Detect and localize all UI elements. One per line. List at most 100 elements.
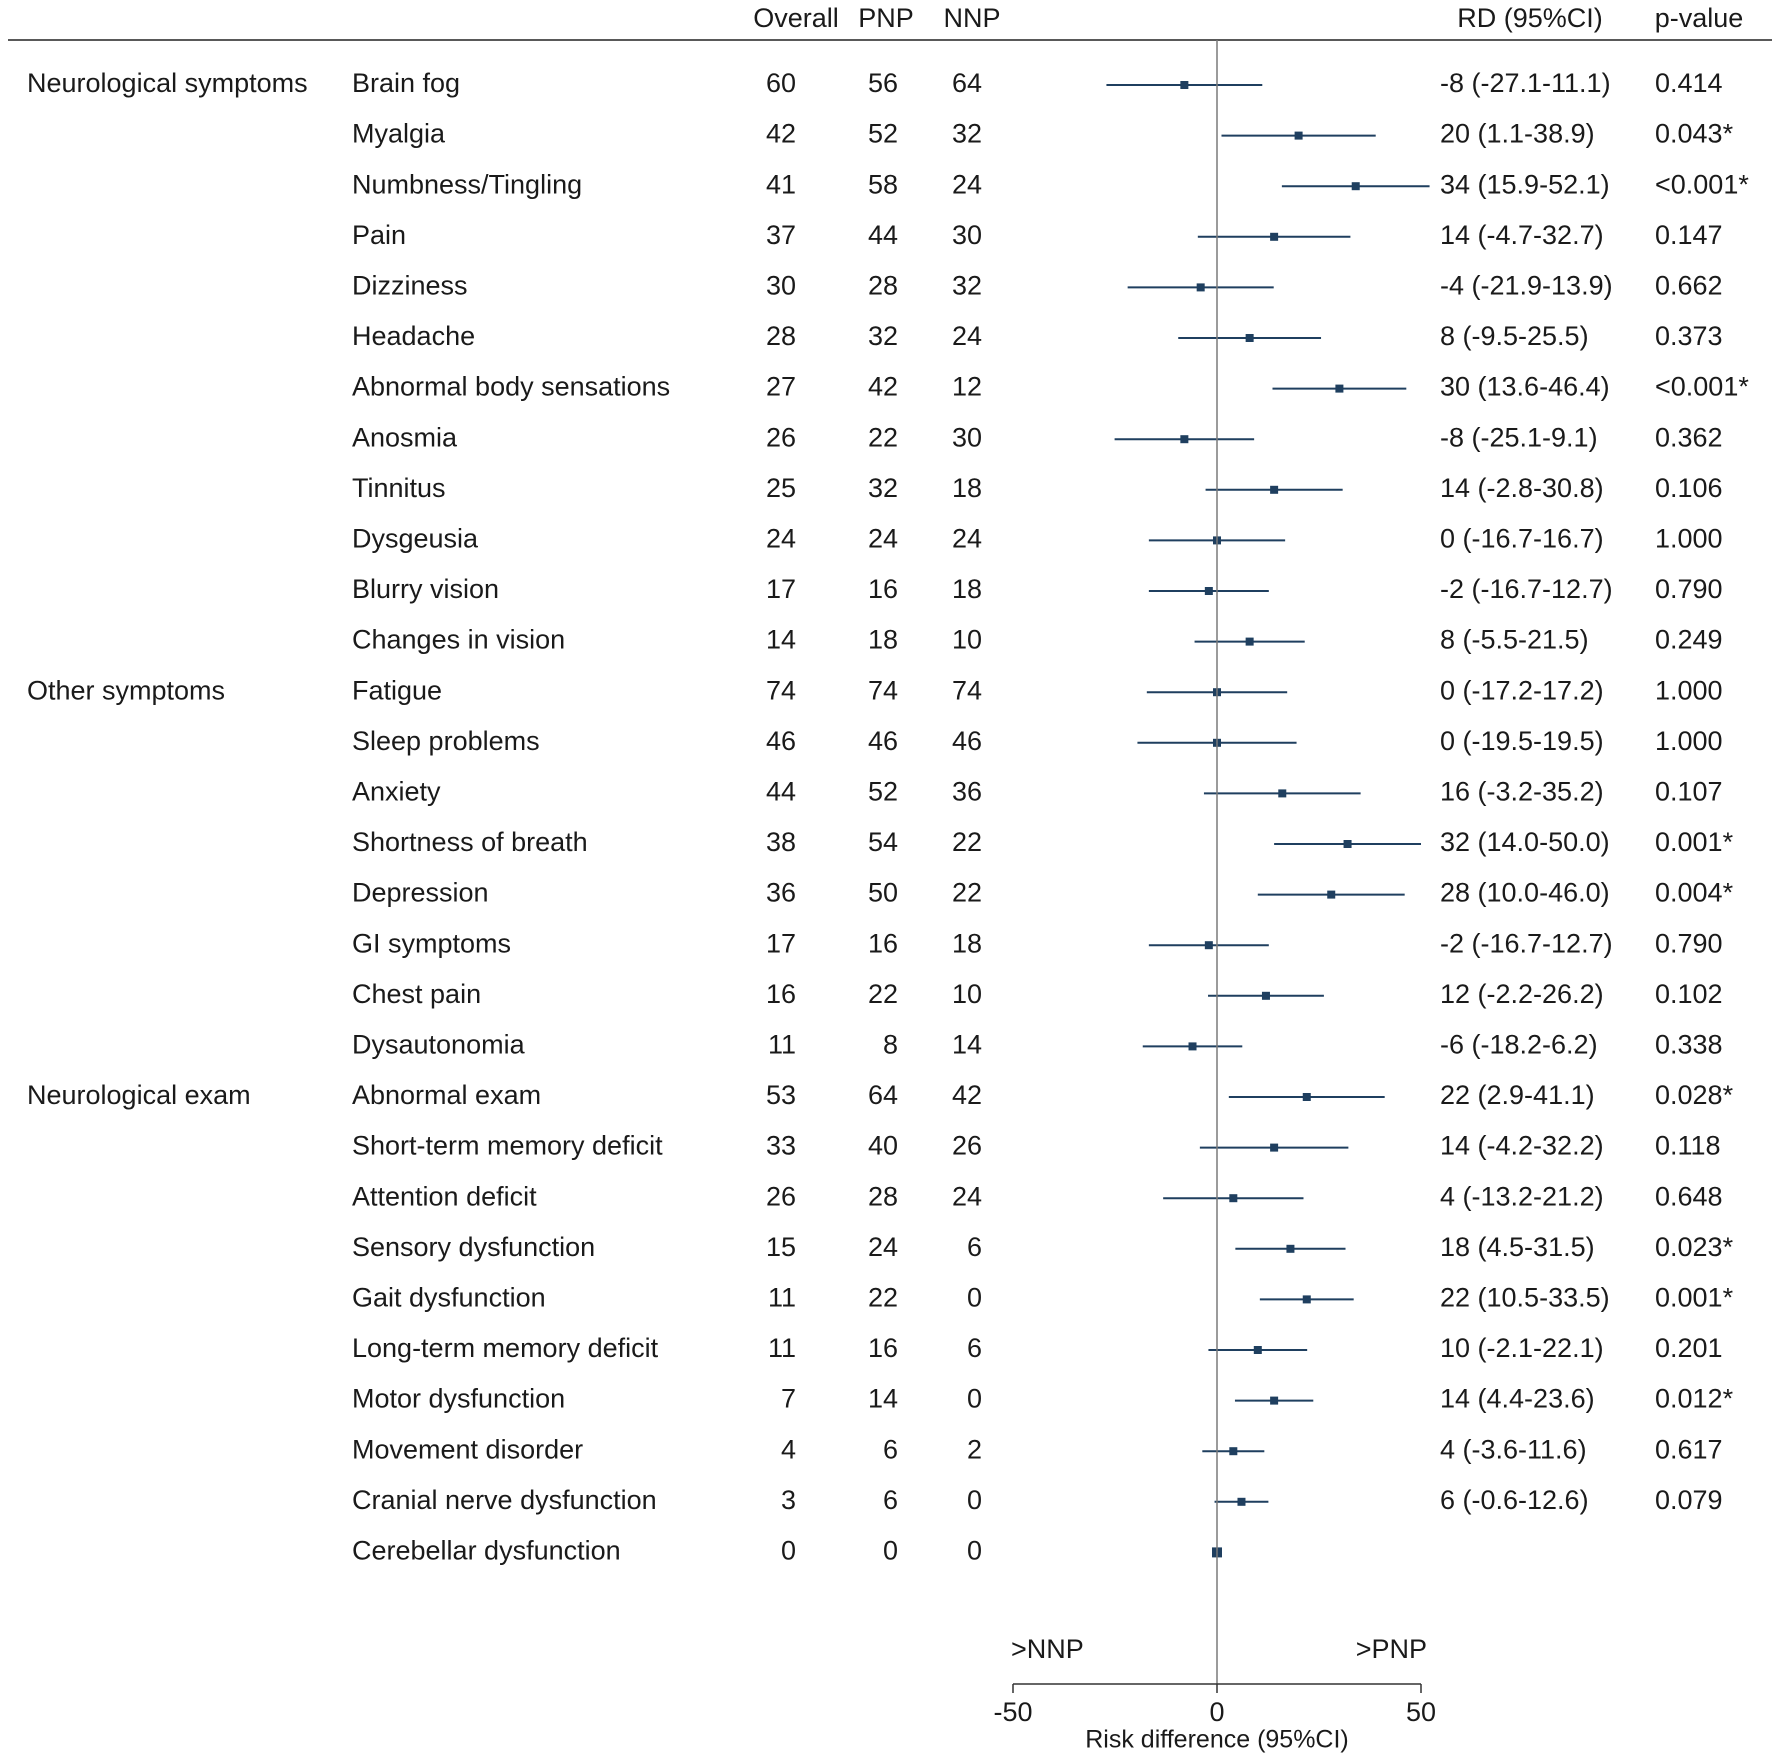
row-pvalue: 0.249 — [1655, 625, 1723, 655]
point-marker — [1294, 131, 1303, 140]
row-rd: 30 (13.6-46.4) — [1440, 372, 1610, 402]
row-name: Sleep problems — [352, 726, 540, 756]
row-pvalue: 0.617 — [1655, 1434, 1723, 1464]
row-name: Headache — [352, 321, 475, 351]
row-pnp: 50 — [868, 878, 898, 908]
row-pnp: 16 — [868, 574, 898, 604]
x-tick-label: 0 — [1209, 1697, 1224, 1727]
row-overall: 42 — [766, 119, 796, 149]
row-pnp: 56 — [868, 68, 898, 98]
row-pnp: 42 — [868, 372, 898, 402]
row-nnp: 24 — [952, 524, 982, 554]
row-pnp: 64 — [868, 1080, 898, 1110]
row-name: Chest pain — [352, 979, 481, 1009]
direction-label-left: >NNP — [1011, 1634, 1084, 1664]
row-nnp: 32 — [952, 271, 982, 301]
row-overall: 14 — [766, 625, 796, 655]
row-name: Brain fog — [352, 68, 460, 98]
row-rd: 0 (-19.5-19.5) — [1440, 726, 1604, 756]
row-nnp: 12 — [952, 372, 982, 402]
point-marker — [1270, 485, 1279, 494]
row-pnp: 52 — [868, 119, 898, 149]
row-pvalue: 0.790 — [1655, 574, 1723, 604]
row-pvalue: 0.001* — [1655, 1283, 1734, 1313]
header-pvalue: p-value — [1655, 3, 1744, 33]
point-marker — [1302, 1295, 1311, 1304]
row-rd: 32 (14.0-50.0) — [1440, 827, 1610, 857]
row-nnp: 18 — [952, 928, 982, 958]
row-rd: 12 (-2.2-26.2) — [1440, 979, 1604, 1009]
row-nnp: 46 — [952, 726, 982, 756]
row-overall: 37 — [766, 220, 796, 250]
row-rd: 8 (-5.5-21.5) — [1440, 625, 1589, 655]
point-marker — [1270, 232, 1279, 241]
row-rd: -4 (-21.9-13.9) — [1440, 271, 1613, 301]
row-rd: 18 (4.5-31.5) — [1440, 1232, 1595, 1262]
row-pnp: 14 — [868, 1384, 898, 1414]
point-marker — [1229, 1194, 1238, 1203]
row-name: Sensory dysfunction — [352, 1232, 595, 1262]
row-name: Short-term memory deficit — [352, 1131, 663, 1161]
point-marker — [1270, 1396, 1279, 1405]
row-rd: -6 (-18.2-6.2) — [1440, 1030, 1598, 1060]
row-name: Dysgeusia — [352, 524, 479, 554]
row-pvalue: 0.102 — [1655, 979, 1723, 1009]
group-label: Other symptoms — [27, 675, 225, 705]
row-pvalue: <0.001* — [1655, 169, 1749, 199]
row-pvalue: 0.201 — [1655, 1333, 1723, 1363]
row-name: Long-term memory deficit — [352, 1333, 659, 1363]
row-rd: 4 (-3.6-11.6) — [1440, 1434, 1587, 1464]
group-label: Neurological symptoms — [27, 68, 308, 98]
row-pvalue: 0.338 — [1655, 1030, 1723, 1060]
row-pnp: 74 — [868, 675, 898, 705]
row-pnp: 40 — [868, 1131, 898, 1161]
header-overall: Overall — [753, 3, 839, 33]
point-marker — [1229, 1447, 1238, 1456]
row-pnp: 16 — [868, 928, 898, 958]
row-nnp: 30 — [952, 220, 982, 250]
row-name: Numbness/Tingling — [352, 169, 582, 199]
row-nnp: 74 — [952, 675, 982, 705]
row-overall: 3 — [781, 1485, 796, 1515]
row-name: Cerebellar dysfunction — [352, 1536, 621, 1566]
row-rd: 14 (-2.8-30.8) — [1440, 473, 1604, 503]
row-nnp: 10 — [952, 625, 982, 655]
row-pnp: 22 — [868, 979, 898, 1009]
row-pvalue: 0.373 — [1655, 321, 1723, 351]
row-nnp: 0 — [967, 1283, 982, 1313]
header-rd: RD (95%CI) — [1457, 3, 1603, 33]
row-pnp: 24 — [868, 1232, 898, 1262]
point-marker — [1180, 81, 1189, 89]
row-overall: 28 — [766, 321, 796, 351]
row-nnp: 6 — [967, 1333, 982, 1363]
row-nnp: 18 — [952, 574, 982, 604]
row-name: Fatigue — [352, 675, 442, 705]
row-name: Anosmia — [352, 422, 458, 452]
row-overall: 33 — [766, 1131, 796, 1161]
row-rd: 16 (-3.2-35.2) — [1440, 777, 1604, 807]
row-pnp: 28 — [868, 1181, 898, 1211]
row-name: Movement disorder — [352, 1434, 583, 1464]
row-rd: -8 (-25.1-9.1) — [1440, 422, 1598, 452]
row-rd: 0 (-16.7-16.7) — [1440, 524, 1604, 554]
row-pvalue: 0.012* — [1655, 1384, 1734, 1414]
row-nnp: 0 — [967, 1384, 982, 1414]
row-overall: 4 — [781, 1434, 796, 1464]
row-pnp: 18 — [868, 625, 898, 655]
header-nnp: NNP — [943, 3, 1000, 33]
row-overall: 26 — [766, 422, 796, 452]
row-nnp: 2 — [967, 1434, 982, 1464]
row-name: Motor dysfunction — [352, 1384, 565, 1414]
point-marker — [1261, 991, 1270, 1000]
row-rd: 20 (1.1-38.9) — [1440, 119, 1595, 149]
row-pvalue: 0.107 — [1655, 777, 1723, 807]
point-marker — [1237, 1497, 1246, 1506]
row-name: Abnormal exam — [352, 1080, 541, 1110]
row-name: Abnormal body sensations — [352, 372, 670, 402]
row-pnp: 0 — [883, 1536, 898, 1566]
row-pvalue: 0.362 — [1655, 422, 1723, 452]
row-pnp: 28 — [868, 271, 898, 301]
point-marker — [1302, 1093, 1311, 1101]
row-pvalue: 0.028* — [1655, 1080, 1734, 1110]
row-overall: 11 — [768, 1333, 796, 1363]
